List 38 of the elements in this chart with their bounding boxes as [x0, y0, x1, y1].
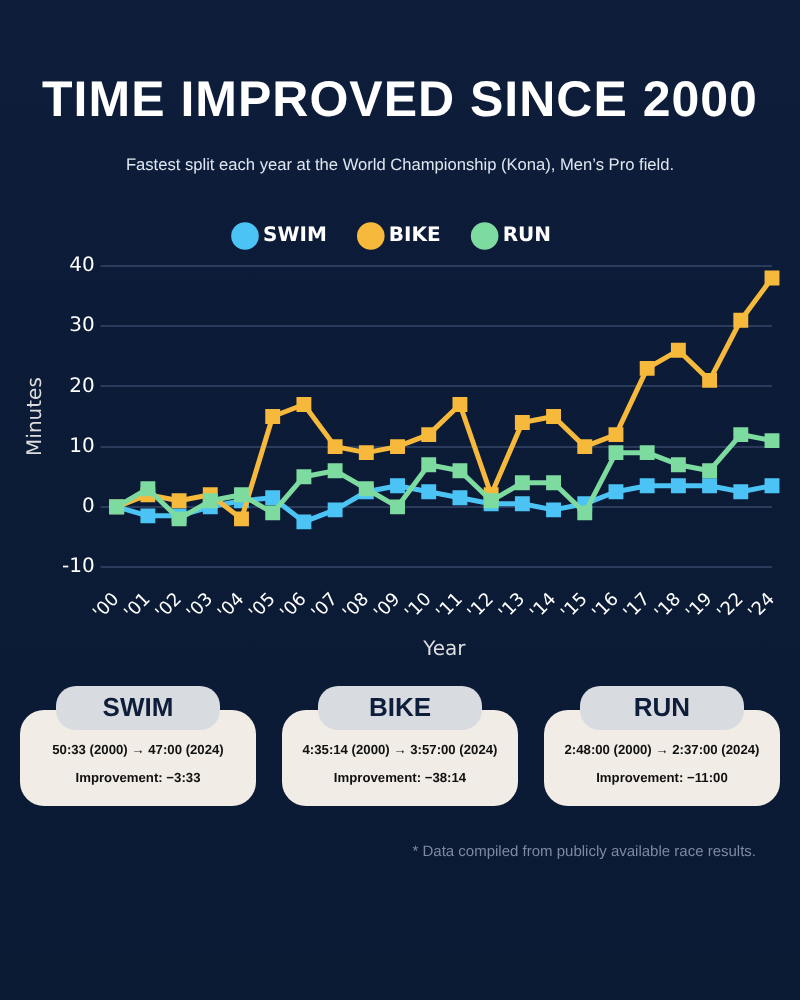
y-tick-label: -10 — [61, 556, 95, 579]
x-tick-label: '11 — [433, 590, 468, 624]
text: BIKE — [318, 686, 482, 730]
x-tick-label: '00 — [90, 589, 125, 624]
x-tick-label: '13 — [496, 590, 530, 624]
y-tick-label: 20 — [69, 375, 95, 398]
x-tick-label: '04 — [215, 589, 250, 624]
chart-title: TIME IMPROVED SINCE 2000 — [40, 70, 760, 130]
x-tick-label: '24 — [745, 589, 780, 624]
x-tick-label: '19 — [683, 589, 718, 624]
chart-subtitle: Fastest split each year at the World Championship (Kona), Men’s Pro field. — [123, 154, 677, 174]
x-axis-title: Year — [421, 639, 468, 662]
y-tick-label: 10 — [69, 435, 95, 458]
x-tick-label: '06 — [277, 589, 312, 624]
y-tick-label: 30 — [69, 315, 95, 338]
x-tick-label: '08 — [340, 589, 375, 624]
legend-label: RUN — [502, 225, 552, 248]
x-tick-label: '09 — [371, 589, 406, 624]
x-tick-label: '14 — [527, 589, 562, 624]
y-tick-label: 0 — [81, 496, 95, 519]
x-tick-label: '03 — [183, 590, 218, 624]
x-tick-label: '05 — [246, 590, 281, 624]
x-tick-label: '12 — [464, 590, 499, 624]
x-tick-label: '18 — [652, 589, 687, 624]
legend-label: BIKE — [388, 225, 441, 248]
legend-label: SWIM — [262, 225, 327, 248]
x-tick-label: '16 — [589, 589, 624, 624]
y-tick-label: 40 — [69, 255, 95, 278]
text: RUN — [580, 686, 744, 730]
y-axis-title: Minutes — [25, 377, 48, 456]
x-tick-label: '01 — [121, 590, 156, 624]
x-tick-label: '22 — [714, 590, 749, 624]
x-tick-label: '07 — [308, 590, 343, 624]
x-tick-label: '02 — [152, 590, 187, 624]
text: SWIM — [56, 686, 220, 730]
x-tick-label: '17 — [620, 590, 655, 624]
x-tick-label: '15 — [558, 590, 593, 624]
x-tick-label: '10 — [402, 589, 437, 624]
